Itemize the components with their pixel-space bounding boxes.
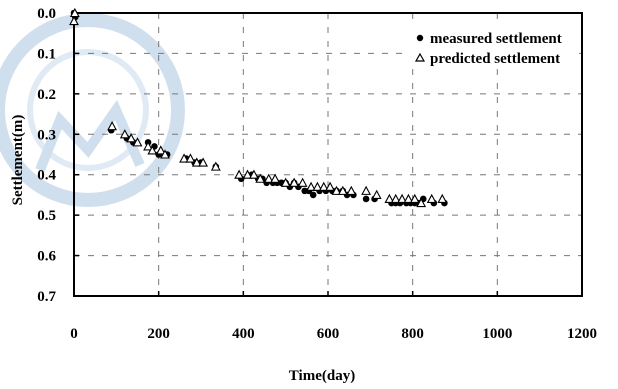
legend-marker-measured [416, 34, 424, 42]
y-tick-label-0: 0.0 [37, 6, 56, 22]
predicted-point-28 [331, 185, 342, 195]
x-tick-label-2: 400 [232, 326, 255, 342]
predicted-point-0 [69, 15, 79, 26]
y-tick-label-7: 0.7 [37, 289, 56, 305]
predicted-point-6 [143, 141, 153, 151]
predicted-point-15 [234, 169, 245, 179]
predicted-point-16 [242, 169, 253, 179]
predicted-point-37 [409, 193, 420, 204]
predicted-point-12 [191, 157, 202, 167]
y-tick-label-3: 0.3 [37, 127, 56, 143]
x-tick-label-5: 1000 [482, 326, 512, 342]
predicted-point-4 [126, 133, 137, 143]
predicted-point-8 [155, 145, 166, 155]
x-axis-ticks: 0 200 400 600 800 1000 1200 [70, 291, 597, 342]
predicted-point-11 [185, 153, 196, 163]
predicted-point-27 [325, 181, 336, 191]
predicted-point-2 [107, 121, 118, 131]
legend-marker-predicted [414, 52, 426, 62]
predicted-point-14 [210, 161, 221, 171]
x-tick-label-4: 800 [401, 326, 424, 342]
y-tick-label-5: 0.5 [37, 208, 56, 224]
predicted-point-38 [416, 197, 427, 208]
predicted-point-39 [426, 193, 437, 204]
y-tick-label-4: 0.4 [37, 168, 56, 184]
legend-label-measured: measured settlement [430, 31, 562, 47]
legend-box [403, 25, 579, 69]
predicted-point-24 [306, 181, 316, 191]
predicted-point-30 [346, 185, 357, 195]
predicted-point-19 [263, 173, 274, 183]
predicted-point-36 [403, 193, 414, 204]
predicted-point-9 [160, 149, 170, 159]
predicted-point-17 [249, 169, 259, 179]
x-axis-label: Time(day) [289, 368, 355, 384]
predicted-point-1 [69, 7, 80, 18]
legend-label-predicted: predicted settlement [430, 51, 560, 67]
predicted-point-35 [397, 193, 407, 204]
predicted-point-20 [270, 173, 280, 183]
measured-point-35 [362, 195, 370, 203]
predicted-point-21 [280, 177, 291, 187]
watermark-seal [0, 13, 185, 207]
predicted-point-26 [318, 181, 329, 191]
predicted-point-23 [297, 177, 308, 187]
predicted-point-3 [119, 129, 130, 139]
predicted-point-18 [255, 173, 266, 183]
data-points [69, 7, 448, 208]
predicted-point-29 [337, 185, 348, 195]
x-tick-label-1: 200 [147, 326, 170, 342]
predicted-point-33 [384, 193, 395, 204]
predicted-point-25 [312, 181, 323, 191]
legend: measured settlement predicted settlement [403, 25, 579, 69]
predicted-point-34 [390, 193, 401, 204]
x-tick-label-0: 0 [70, 326, 78, 342]
predicted-point-10 [179, 153, 189, 163]
measured-point-27 [309, 191, 317, 199]
predicted-point-22 [289, 177, 300, 187]
predicted-point-40 [437, 193, 448, 204]
predicted-point-31 [361, 185, 372, 195]
x-tick-label-3: 600 [317, 326, 340, 342]
predicted-point-13 [198, 157, 209, 167]
y-tick-label-2: 0.2 [37, 87, 56, 103]
y-axis-label: Settlement(m) [10, 115, 26, 206]
y-tick-label-6: 0.6 [37, 249, 56, 265]
predicted-point-5 [132, 137, 143, 147]
predicted-point-32 [371, 189, 382, 199]
predicted-point-7 [147, 145, 158, 155]
x-tick-label-6: 1200 [567, 326, 597, 342]
y-tick-label-1: 0.1 [37, 46, 56, 62]
